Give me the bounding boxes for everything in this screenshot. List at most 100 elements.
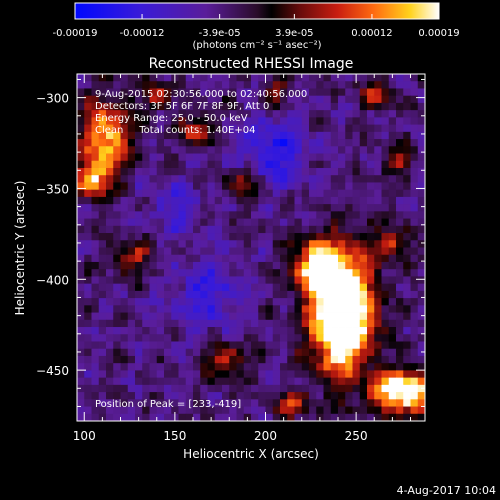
colorbar-tick-label: 0.00019 [418,28,459,39]
heatmap-cell [265,95,274,104]
heatmap-cell [185,269,194,277]
heatmap-cell [374,182,382,191]
heatmap-cell [127,312,136,321]
heatmap-cell [316,261,324,270]
heatmap-cell [193,377,201,386]
heatmap-cell [338,413,346,421]
heatmap-cell [352,319,361,328]
heatmap-cell [359,110,368,118]
heatmap-cell [352,182,361,191]
heatmap-cell [403,355,411,364]
heatmap-cell [135,254,143,263]
heatmap-cell [272,196,281,205]
heatmap-cell [396,319,404,328]
heatmap-cell [77,312,85,321]
heatmap-cell [316,218,324,227]
heatmap-cell [156,160,165,169]
heatmap-cell [200,218,208,227]
heatmap-cell [77,283,85,292]
heatmap-cell [207,110,216,118]
heatmap-cell [272,276,281,285]
heatmap-cell [193,283,201,292]
heatmap-cell [258,283,266,292]
heatmap-cell [77,413,85,421]
heatmap-cell [403,247,411,256]
heatmap-cell [287,110,295,118]
heatmap-cell [135,327,143,335]
heatmap-cell [316,182,324,191]
heatmap-cell [214,225,223,234]
heatmap-cell [330,95,339,104]
x-tick-label: 200 [254,429,277,443]
heatmap-cell [272,225,281,234]
heatmap-cell [374,348,382,357]
heatmap-cell [309,233,317,241]
heatmap-cell [323,377,332,386]
heatmap-cell [113,88,121,97]
heatmap-cell [156,102,165,111]
heatmap-cell [91,131,100,140]
heatmap-cell [77,189,85,198]
heatmap-cell [243,261,252,270]
heatmap-cell [294,167,303,176]
heatmap-cell [374,131,382,140]
heatmap-cell [330,81,339,89]
heatmap-cell [185,377,194,386]
heatmap-cell [272,348,281,357]
heatmap-cell [367,363,375,371]
heatmap-cell [403,399,411,407]
heatmap-cell [84,160,92,169]
heatmap-cell [214,327,223,335]
heatmap-cell [178,196,187,205]
heatmap-cell [345,204,353,212]
heatmap-cell [127,167,136,176]
heatmap-cell [84,240,92,248]
heatmap-cell [127,370,136,379]
heatmap-cell [243,392,252,400]
heatmap-cell [149,254,158,263]
heatmap-cell [359,384,368,393]
heatmap-cell [171,146,179,154]
heatmap-cell [156,327,165,335]
heatmap-cell [200,305,208,313]
heatmap-cell [280,363,288,371]
heatmap-cell [345,196,353,205]
heatmap-cell [200,384,208,393]
heatmap-cell [374,95,382,104]
heatmap-cell [338,399,346,407]
heatmap-cell [316,269,324,277]
heatmap-cell [243,298,252,306]
heatmap-cell [381,175,390,183]
heatmap-cell [236,182,245,191]
heatmap-cell [417,139,425,147]
heatmap-cell [185,254,194,263]
heatmap-cell [178,341,187,350]
x-tick-label: 100 [73,429,96,443]
heatmap-cell [330,189,339,198]
heatmap-cell [127,261,136,270]
heatmap-cell [381,110,390,118]
heatmap-cell [410,182,419,191]
heatmap-cell [77,269,85,277]
heatmap-cell [316,290,324,299]
heatmap-cell [222,327,230,335]
heatmap-cell [265,240,274,248]
heatmap-cell [185,139,194,147]
heatmap-cell [106,74,114,82]
heatmap-cell [396,370,404,379]
heatmap-cell [106,233,114,241]
heatmap-cell [345,182,353,191]
heatmap-cell [142,175,150,183]
heatmap-cell [265,110,274,118]
heatmap-cell [98,348,107,357]
heatmap-cell [91,225,100,234]
heatmap-cell [294,348,303,357]
heatmap-cell [222,355,230,364]
heatmap-cell [294,117,303,126]
heatmap-cell [193,124,201,133]
heatmap-cell [301,95,310,104]
heatmap-cell [258,348,266,357]
heatmap-cell [388,117,397,126]
heatmap-cell [388,131,397,140]
heatmap-cell [280,377,288,386]
